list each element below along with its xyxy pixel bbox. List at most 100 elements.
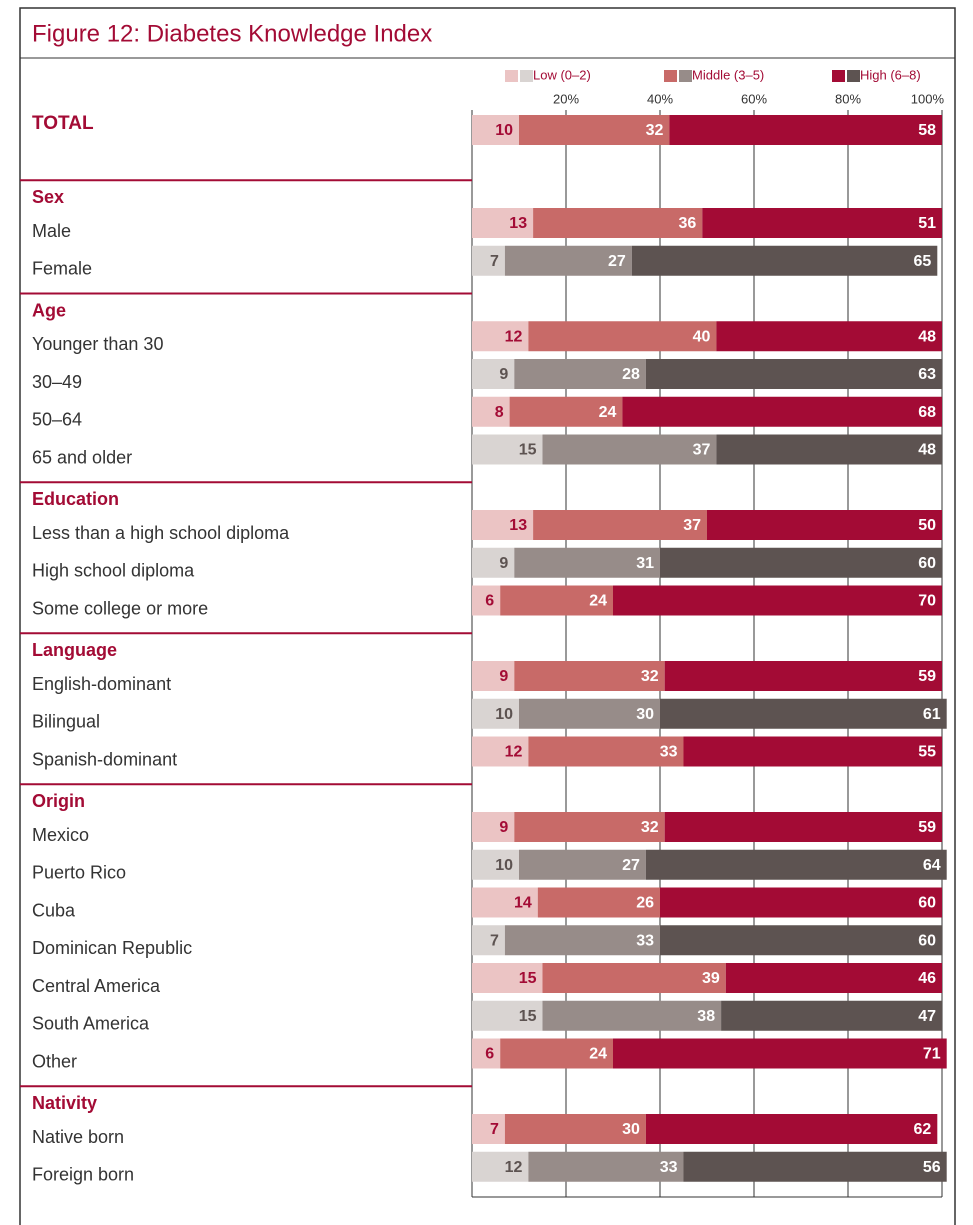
category-label: Foreign born <box>32 1165 134 1185</box>
bar-value-label: 46 <box>918 970 936 987</box>
bar-value-label: 9 <box>499 555 508 572</box>
bar-segment <box>542 434 717 465</box>
bar-segment <box>707 510 942 540</box>
legend-label: High (6–8) <box>860 67 921 82</box>
bar-value-label: 32 <box>646 122 664 139</box>
bar-value-label: 26 <box>636 895 654 912</box>
bar-segment <box>472 585 501 616</box>
bar-value-label: 58 <box>918 122 936 139</box>
total-label: TOTAL <box>32 113 94 134</box>
bar-value-label: 12 <box>505 1159 523 1176</box>
category-label: Dominican Republic <box>32 938 192 958</box>
category-label: High school diploma <box>32 561 195 581</box>
bar-value-label: 10 <box>495 706 513 723</box>
bar-segment <box>645 359 942 389</box>
category-label: Central America <box>32 976 161 996</box>
bar-value-label: 70 <box>918 593 936 610</box>
bar-segment <box>613 1038 947 1069</box>
category-label: Spanish-dominant <box>32 749 177 769</box>
bar-value-label: 7 <box>490 253 499 270</box>
group-label: Education <box>32 489 119 509</box>
bar-value-label: 68 <box>918 404 936 421</box>
bar-segment <box>716 434 942 465</box>
bar-value-label: 9 <box>499 366 508 383</box>
bar-value-label: 47 <box>918 1008 936 1025</box>
bar-value-label: 39 <box>702 970 720 987</box>
legend-swatch <box>664 70 677 82</box>
x-tick-label: 80% <box>835 91 861 106</box>
bar-value-label: 33 <box>660 744 678 761</box>
legend-swatch <box>505 70 518 82</box>
bar-value-label: 24 <box>589 1046 607 1063</box>
bar-segment <box>472 925 505 956</box>
bar-segment <box>514 359 646 389</box>
bar-segment <box>514 812 665 842</box>
bar-segment <box>716 321 942 352</box>
category-label: South America <box>32 1014 150 1034</box>
bar-value-label: 61 <box>923 706 941 723</box>
bar-value-label: 62 <box>914 1121 932 1138</box>
bar-value-label: 60 <box>918 895 936 912</box>
bar-value-label: 7 <box>490 932 499 949</box>
chart-title: Figure 12: Diabetes Knowledge Index <box>32 20 432 47</box>
legend-swatch <box>832 70 845 82</box>
bar-segment <box>472 115 519 145</box>
bar-segment <box>472 1151 529 1182</box>
bar-value-label: 40 <box>693 328 711 345</box>
bar-segment <box>528 736 684 767</box>
x-tick-label: 40% <box>647 91 673 106</box>
category-label: 65 and older <box>32 447 132 467</box>
bar-segment <box>660 698 947 729</box>
bar-segment <box>660 925 942 956</box>
bar-segment <box>472 1038 501 1069</box>
bar-segment <box>500 585 613 616</box>
category-label: Less than a high school diploma <box>32 523 290 543</box>
bar-value-label: 10 <box>495 857 513 874</box>
bar-value-label: 6 <box>485 1046 494 1063</box>
bar-value-label: 60 <box>918 932 936 949</box>
bar-segment <box>683 1151 947 1182</box>
bar-value-label: 30 <box>636 706 654 723</box>
bar-segment <box>537 887 660 918</box>
bar-segment <box>528 1151 684 1182</box>
bar-segment <box>542 963 726 993</box>
bar-segment <box>660 887 942 918</box>
bar-value-label: 27 <box>622 857 640 874</box>
bar-segment <box>542 1000 722 1031</box>
bar-value-label: 32 <box>641 819 659 836</box>
bar-segment <box>504 245 632 276</box>
bar-value-label: 15 <box>519 442 537 459</box>
bar-segment <box>664 661 942 691</box>
bar-value-label: 59 <box>918 819 936 836</box>
bar-segment <box>472 510 534 540</box>
bar-segment <box>504 1114 646 1144</box>
bar-value-label: 63 <box>918 366 936 383</box>
bar-value-label: 14 <box>514 895 532 912</box>
bar-segment <box>500 1038 613 1069</box>
bar-value-label: 64 <box>923 857 941 874</box>
bar-value-label: 13 <box>509 517 527 534</box>
bar-value-label: 55 <box>918 744 936 761</box>
bar-value-label: 32 <box>641 668 659 685</box>
x-tick-label: 20% <box>553 91 579 106</box>
bar-segment <box>472 736 529 767</box>
bar-value-label: 65 <box>914 253 932 270</box>
category-label: Bilingual <box>32 712 100 732</box>
category-label: Younger than 30 <box>32 334 163 354</box>
category-label: Female <box>32 259 92 279</box>
bar-segment <box>519 115 670 145</box>
bar-segment <box>472 547 515 578</box>
bar-value-label: 36 <box>679 215 697 232</box>
group-label: Nativity <box>32 1093 97 1113</box>
bar-value-label: 12 <box>505 744 523 761</box>
legend-swatch <box>679 70 692 82</box>
bar-value-label: 15 <box>519 970 537 987</box>
bar-segment <box>472 434 543 465</box>
bar-value-label: 7 <box>490 1121 499 1138</box>
group-label: Sex <box>32 187 64 207</box>
legend-label: Low (0–2) <box>533 67 591 82</box>
bar-segment <box>472 849 519 880</box>
bar-value-label: 37 <box>683 517 701 534</box>
bar-segment <box>622 396 942 427</box>
